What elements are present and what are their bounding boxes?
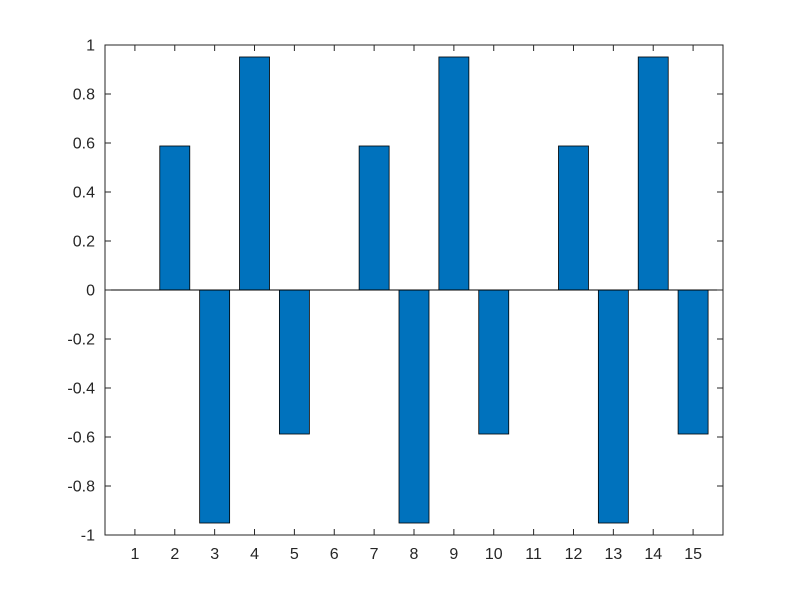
y-tick-label: 0.8 [73,87,95,104]
bar-10 [478,289,510,435]
y-tick-label: 0.6 [73,136,95,153]
y-tick-label: 0.4 [73,185,95,202]
y-tick-label: -0.4 [67,381,95,398]
bar-13 [597,289,629,524]
x-tick-label: 14 [644,546,662,563]
bar-15 [677,289,709,435]
y-tick-label: -1 [81,528,95,545]
x-tick-label: 7 [370,546,379,563]
bar-9 [438,56,470,291]
y-tick-label: -0.8 [67,479,95,496]
bar-12 [558,145,589,291]
bar-3 [199,289,231,524]
x-tick-label: 10 [485,546,503,563]
y-tick-label: -0.2 [67,332,95,349]
y-tick-label: 1 [86,38,95,55]
bar-2 [159,145,191,291]
x-tick-label: 9 [449,546,458,563]
x-tick-label: 6 [330,546,339,563]
x-tick-label: 4 [250,546,259,563]
x-tick-label: 1 [130,546,139,563]
x-tick-label: 5 [290,546,299,563]
bar-7 [358,145,390,291]
bar-8 [398,289,430,524]
bar-4 [239,56,270,291]
bar-14 [637,56,669,291]
x-tick-label: 13 [604,546,622,563]
y-tick-label: 0 [86,283,95,300]
y-tick-label: -0.6 [67,430,95,447]
y-tick-label: 0.2 [73,234,95,251]
x-tick-label: 12 [565,546,583,563]
x-tick-label: 15 [684,546,702,563]
bar-5 [278,289,310,435]
x-tick-label: 11 [525,546,542,563]
x-tick-label: 8 [410,546,419,563]
x-tick-label: 3 [210,546,219,563]
x-tick-label: 2 [170,546,179,563]
